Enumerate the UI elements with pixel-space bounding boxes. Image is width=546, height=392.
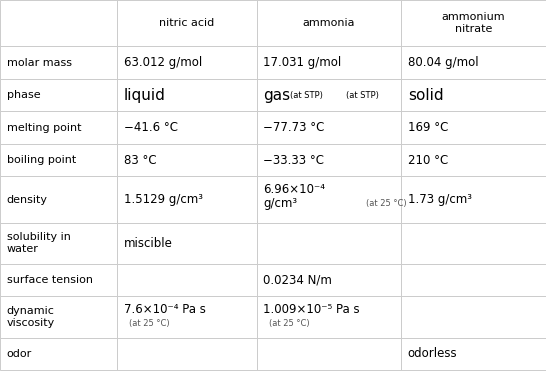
- Bar: [0, 0, 117, 46]
- Bar: [401, 144, 546, 176]
- Text: molar mass: molar mass: [7, 58, 72, 67]
- Text: odorless: odorless: [408, 347, 458, 360]
- Bar: [0, 144, 117, 176]
- Bar: [257, 338, 401, 370]
- Bar: [117, 338, 257, 370]
- Text: boiling point: boiling point: [7, 155, 76, 165]
- Text: (at 25 °C): (at 25 °C): [129, 319, 170, 328]
- Text: solubility in: solubility in: [7, 232, 70, 242]
- Bar: [117, 79, 257, 111]
- Text: (at 25 °C): (at 25 °C): [366, 199, 406, 208]
- Text: (at 25 °C): (at 25 °C): [269, 319, 309, 328]
- Bar: [257, 79, 401, 111]
- Text: 1.009×10⁻⁵ Pa s: 1.009×10⁻⁵ Pa s: [263, 303, 360, 316]
- Bar: [117, 144, 257, 176]
- Text: 169 °C: 169 °C: [408, 121, 448, 134]
- Bar: [401, 79, 546, 111]
- Text: 83 °C: 83 °C: [124, 154, 157, 167]
- Text: surface tension: surface tension: [7, 275, 93, 285]
- Bar: [257, 296, 401, 338]
- Text: nitric acid: nitric acid: [159, 18, 215, 28]
- Bar: [0, 176, 117, 223]
- Text: 1.5129 g/cm³: 1.5129 g/cm³: [124, 193, 203, 206]
- Bar: [0, 111, 117, 144]
- Text: 63.012 g/mol: 63.012 g/mol: [124, 56, 202, 69]
- Bar: [257, 0, 401, 46]
- Text: (at STP): (at STP): [346, 91, 379, 100]
- Text: ammonium
nitrate: ammonium nitrate: [442, 12, 506, 34]
- Text: phase: phase: [7, 90, 40, 100]
- Text: −33.33 °C: −33.33 °C: [263, 154, 324, 167]
- Text: 0.0234 N/m: 0.0234 N/m: [263, 274, 332, 287]
- Bar: [117, 46, 257, 79]
- Text: miscible: miscible: [124, 237, 173, 250]
- Text: 1.73 g/cm³: 1.73 g/cm³: [408, 193, 472, 206]
- Bar: [0, 338, 117, 370]
- Text: 210 °C: 210 °C: [408, 154, 448, 167]
- Text: viscosity: viscosity: [7, 318, 55, 328]
- Bar: [0, 223, 117, 264]
- Text: (at STP): (at STP): [290, 91, 323, 100]
- Bar: [0, 296, 117, 338]
- Bar: [257, 264, 401, 296]
- Bar: [401, 264, 546, 296]
- Text: odor: odor: [7, 349, 32, 359]
- Text: dynamic: dynamic: [7, 306, 55, 316]
- Bar: [401, 296, 546, 338]
- Bar: [257, 144, 401, 176]
- Text: liquid: liquid: [124, 87, 166, 103]
- Text: −41.6 °C: −41.6 °C: [124, 121, 178, 134]
- Text: water: water: [7, 244, 38, 254]
- Bar: [401, 0, 546, 46]
- Bar: [401, 46, 546, 79]
- Text: 80.04 g/mol: 80.04 g/mol: [408, 56, 478, 69]
- Bar: [0, 79, 117, 111]
- Text: g/cm³: g/cm³: [263, 197, 297, 210]
- Bar: [117, 176, 257, 223]
- Bar: [117, 111, 257, 144]
- Bar: [117, 264, 257, 296]
- Bar: [257, 46, 401, 79]
- Text: −77.73 °C: −77.73 °C: [263, 121, 324, 134]
- Text: 7.6×10⁻⁴ Pa s: 7.6×10⁻⁴ Pa s: [124, 303, 206, 316]
- Text: 17.031 g/mol: 17.031 g/mol: [263, 56, 341, 69]
- Text: solid: solid: [408, 87, 443, 103]
- Text: gas: gas: [263, 87, 290, 103]
- Text: ammonia: ammonia: [302, 18, 355, 28]
- Bar: [401, 338, 546, 370]
- Bar: [257, 111, 401, 144]
- Bar: [117, 223, 257, 264]
- Bar: [0, 46, 117, 79]
- Bar: [257, 223, 401, 264]
- Bar: [401, 176, 546, 223]
- Bar: [401, 223, 546, 264]
- Bar: [0, 264, 117, 296]
- Text: melting point: melting point: [7, 123, 81, 132]
- Bar: [401, 111, 546, 144]
- Text: density: density: [7, 194, 48, 205]
- Text: 6.96×10⁻⁴: 6.96×10⁻⁴: [263, 183, 325, 196]
- Bar: [117, 0, 257, 46]
- Bar: [257, 176, 401, 223]
- Bar: [117, 296, 257, 338]
